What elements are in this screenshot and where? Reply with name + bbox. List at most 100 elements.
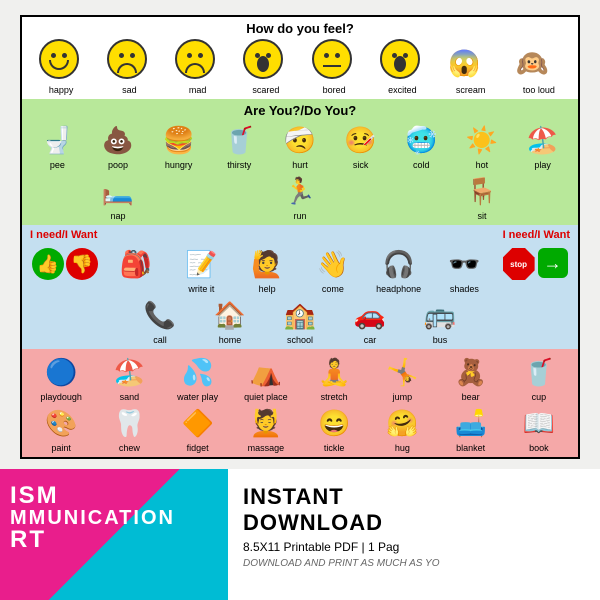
card-water play: 💦 water play [170, 353, 225, 402]
product-title: ISM MMUNICATION RT [0, 469, 228, 600]
card-label: call [153, 335, 167, 345]
need-section: I need/I Want I need/I Want 👍👎 🎒 📝 write… [22, 225, 578, 349]
subtitle-text: 8.5X11 Printable PDF | 1 Pag [243, 540, 585, 554]
sit-icon: 🪑 [463, 172, 501, 210]
come-icon: 👋 [314, 245, 352, 283]
card-too loud: 🙉 too loud [511, 39, 566, 95]
help-icon: 🙋 [248, 245, 286, 283]
card-label: nap [110, 211, 125, 221]
chew-icon: 🦷 [110, 404, 148, 442]
excited-icon [380, 39, 425, 84]
cold-icon: 🥶 [402, 121, 440, 159]
footer: ISM MMUNICATION RT INSTANT DOWNLOAD 8.5X… [0, 469, 600, 600]
card-sand: 🏖️ sand [102, 353, 157, 402]
card-stopgo: stop→ [503, 245, 568, 294]
home-icon: 🏠 [211, 296, 249, 334]
card-come: 👋 come [305, 245, 360, 294]
instant-text: INSTANT [243, 484, 585, 510]
download-info: INSTANT DOWNLOAD 8.5X11 Printable PDF | … [228, 469, 600, 600]
card-happy: happy [34, 39, 89, 95]
card-bus: 🚌 bus [413, 296, 468, 345]
card-label: home [219, 335, 242, 345]
card-undefined: 🎒 [108, 245, 163, 294]
card-jump: 🤸 jump [375, 353, 430, 402]
hurt-icon: 🤕 [281, 121, 319, 159]
activities-section: 🔵 playdough 🏖️ sand 💦 water play ⛺ quiet… [22, 349, 578, 457]
card-play: 🏖️ play [515, 121, 570, 170]
need-title-right: I need/I Want [503, 229, 570, 241]
thirsty-icon: 🥤 [220, 121, 258, 159]
cup-icon: 🥤 [520, 353, 558, 391]
poop-icon: 💩 [99, 121, 137, 159]
card-hug: 🤗 hug [375, 404, 430, 453]
blanket-icon: 🛋️ [452, 404, 490, 442]
card-label: excited [388, 85, 417, 95]
call-icon: 📞 [141, 296, 179, 334]
tagline-text: DOWNLOAD AND PRINT AS MUCH AS YO [243, 558, 585, 569]
card-paint: 🎨 paint [34, 404, 89, 453]
feelings-title: How do you feel? [28, 21, 572, 36]
card-scared: scared [238, 39, 293, 95]
card-label: stretch [321, 392, 348, 402]
card-label: jump [393, 392, 413, 402]
card-cold: 🥶 cold [394, 121, 449, 170]
book-icon: 📖 [520, 404, 558, 442]
card-label: playdough [40, 392, 82, 402]
card-label: play [534, 160, 551, 170]
sand-icon: 🏖️ [110, 353, 148, 391]
title-line1: ISM [10, 484, 218, 508]
card-bored: bored [307, 39, 362, 95]
card-label: hug [395, 443, 410, 453]
card-label: write it [188, 284, 214, 294]
card-mad: mad [170, 39, 225, 95]
areyou-title: Are You?/Do You? [28, 103, 572, 118]
card-label: massage [248, 443, 285, 453]
need-title-left: I need/I Want [30, 229, 97, 241]
hot-icon: ☀️ [463, 121, 501, 159]
card-label: fidget [187, 443, 209, 453]
card-blanket: 🛋️ blanket [443, 404, 498, 453]
card-label: cup [532, 392, 547, 402]
card-label: bear [462, 392, 480, 402]
card-label: hungry [165, 160, 193, 170]
card-run: 🏃 run [273, 172, 328, 221]
card-hurt: 🤕 hurt [272, 121, 327, 170]
card-label: quiet place [244, 392, 288, 402]
feelings-section: How do you feel? happy sad mad scared bo… [22, 17, 578, 99]
card-cup: 🥤 cup [511, 353, 566, 402]
massage-icon: 💆 [247, 404, 285, 442]
quiet place-icon: ⛺ [247, 353, 285, 391]
school-icon: 🏫 [281, 296, 319, 334]
card-label: bus [433, 335, 448, 345]
card-sit: 🪑 sit [455, 172, 510, 221]
fidget-icon: 🔶 [179, 404, 217, 442]
card-hungry: 🍔 hungry [151, 121, 206, 170]
card-shades: 🕶️ shades [437, 245, 492, 294]
scared-icon [243, 39, 288, 84]
headphone-icon: 🎧 [380, 245, 418, 283]
areyou-section: Are You?/Do You? 🚽 pee 💩 poop 🍔 hungry 🥤… [22, 99, 578, 225]
card-label: sit [478, 211, 487, 221]
mad-icon [175, 39, 220, 84]
communication-chart: How do you feel? happy sad mad scared bo… [20, 15, 580, 459]
card-label: book [529, 443, 549, 453]
card-poop: 💩 poop [90, 121, 145, 170]
card-thumbs: 👍👎 [32, 245, 97, 294]
card-label: chew [119, 443, 140, 453]
thumbs-icon: 👍👎 [46, 245, 84, 283]
hungry-icon: 🍔 [160, 121, 198, 159]
stretch-icon: 🧘 [315, 353, 353, 391]
water play-icon: 💦 [179, 353, 217, 391]
card-pee: 🚽 pee [30, 121, 85, 170]
card-tickle: 😄 tickle [307, 404, 362, 453]
card-help: 🙋 help [240, 245, 295, 294]
card-label: scared [252, 85, 279, 95]
card-thirsty: 🥤 thirsty [212, 121, 267, 170]
card-headphone: 🎧 headphone [371, 245, 426, 294]
nap-icon: 🛏️ [99, 172, 137, 210]
card-label: poop [108, 160, 128, 170]
card-label: pee [50, 160, 65, 170]
card-fidget: 🔶 fidget [170, 404, 225, 453]
card-playdough: 🔵 playdough [34, 353, 89, 402]
card-label: help [259, 284, 276, 294]
